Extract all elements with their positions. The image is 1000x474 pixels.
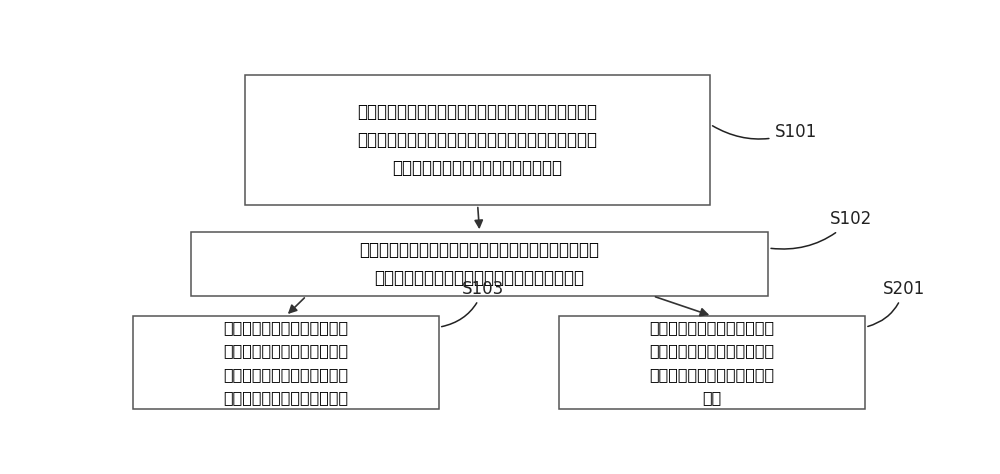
Text: 获取车辆运行信息，其中，车辆运行信息包括油门电压
值、档位状态、手刹状态和液压系统压力信号值: 获取车辆运行信息，其中，车辆运行信息包括油门电压 值、档位状态、手刹状态和液压系… (360, 241, 600, 287)
Text: S103: S103 (442, 280, 504, 327)
FancyBboxPatch shape (559, 316, 865, 409)
Text: 当车辆运行信息不满足当前怠
速状态对应的预设怠速状态切
换条件时，控制当前怠速状态
不变: 当车辆运行信息不满足当前怠 速状态对应的预设怠速状态切 换条件时，控制当前怠速状… (650, 320, 775, 405)
Text: S102: S102 (771, 210, 872, 249)
FancyBboxPatch shape (245, 75, 710, 205)
Text: S201: S201 (868, 280, 925, 327)
FancyBboxPatch shape (133, 316, 439, 409)
Text: 根据设定怠速状态的判定规则和车辆当前状态，获取柴
油机的当前怠速状态，其中，设定怠速状态包括暖机怠
速状态、工作怠速状态和作业怠速状态: 根据设定怠速状态的判定规则和车辆当前状态，获取柴 油机的当前怠速状态，其中，设定… (358, 103, 598, 177)
FancyBboxPatch shape (191, 232, 768, 296)
Text: 当车辆运行信息满足当前怠速
状态对应的预设怠速状态切换
条件时，控制柴油机由当前怠
速状态切换至相应的怠速状态: 当车辆运行信息满足当前怠速 状态对应的预设怠速状态切换 条件时，控制柴油机由当前… (223, 320, 348, 405)
Text: S101: S101 (713, 123, 817, 141)
